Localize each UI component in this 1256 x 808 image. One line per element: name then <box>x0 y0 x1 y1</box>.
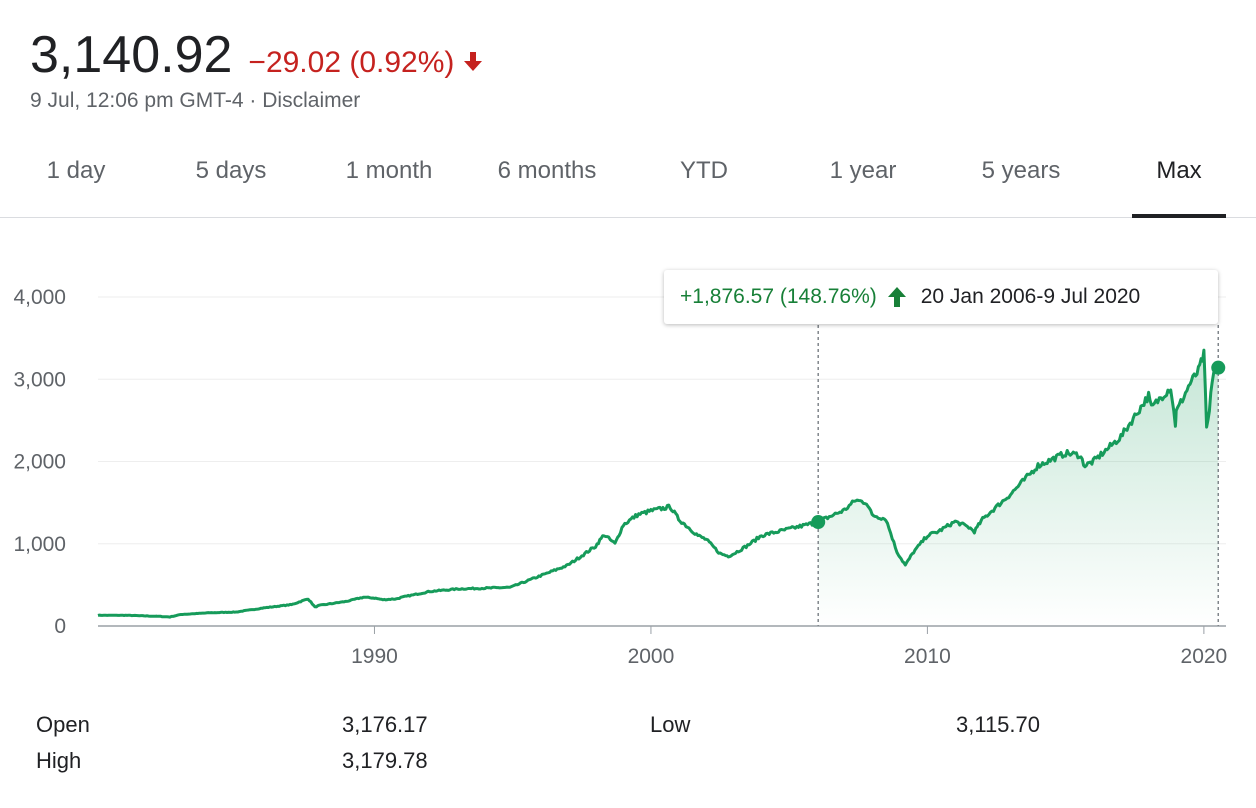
arrow-up-icon <box>887 286 907 308</box>
y-tick-label: 1,000 <box>13 533 66 556</box>
open-label: Open <box>36 712 90 737</box>
tab-1-month[interactable]: 1 month <box>345 156 433 184</box>
y-tick-label: 3,000 <box>13 368 66 391</box>
series-line <box>97 348 1220 619</box>
high-value: 3,179.78 <box>342 748 428 773</box>
range-tabs: 1 day 5 days 1 month 6 months YTD 1 year… <box>0 140 1256 218</box>
quote-timestamp: 9 Jul, 12:06 pm GMT-4 · <box>30 89 263 112</box>
tooltip-change: +1,876.57 (148.76%) <box>680 285 877 308</box>
tab-ytd[interactable]: YTD <box>680 156 728 184</box>
x-tick-label: 1990 <box>351 645 398 668</box>
quote-meta: 9 Jul, 12:06 pm GMT-4 · Disclaimer <box>30 89 360 113</box>
y-tick-label: 2,000 <box>13 451 66 474</box>
selection-end-point[interactable] <box>1211 360 1226 375</box>
open-value: 3,176.17 <box>342 712 428 737</box>
quote-header: 3,140.92 −29.02 (0.92%) <box>30 24 484 86</box>
tooltip-range: 20 Jan 2006-9 Jul 2020 <box>920 285 1141 308</box>
tab-1-year[interactable]: 1 year <box>829 156 897 184</box>
price-change: −29.02 (0.92%) <box>248 46 455 79</box>
disclaimer-link[interactable]: Disclaimer <box>262 89 361 112</box>
active-tab-indicator <box>1132 214 1226 218</box>
range-tooltip: +1,876.57 (148.76%) 20 Jan 2006-9 Jul 20… <box>664 270 1218 324</box>
price-value: 3,140.92 <box>30 26 233 84</box>
x-tick-label: 2020 <box>1181 645 1228 668</box>
selection-start-point[interactable] <box>811 515 826 530</box>
y-tick-label: 4,000 <box>13 286 66 309</box>
y-tick-label: 0 <box>54 615 66 638</box>
high-label: High <box>36 748 82 773</box>
x-tick-label: 2010 <box>904 645 951 668</box>
tab-5-years[interactable]: 5 years <box>981 156 1061 184</box>
x-tick-label: 2000 <box>628 645 675 668</box>
arrow-down-icon <box>462 50 484 72</box>
low-label: Low <box>650 712 691 737</box>
tab-1-day[interactable]: 1 day <box>46 156 106 184</box>
low-value: 3,115.70 <box>956 712 1041 737</box>
tab-5-days[interactable]: 5 days <box>195 156 267 184</box>
tab-6-months[interactable]: 6 months <box>497 156 597 184</box>
tab-max[interactable]: Max <box>1156 156 1202 184</box>
